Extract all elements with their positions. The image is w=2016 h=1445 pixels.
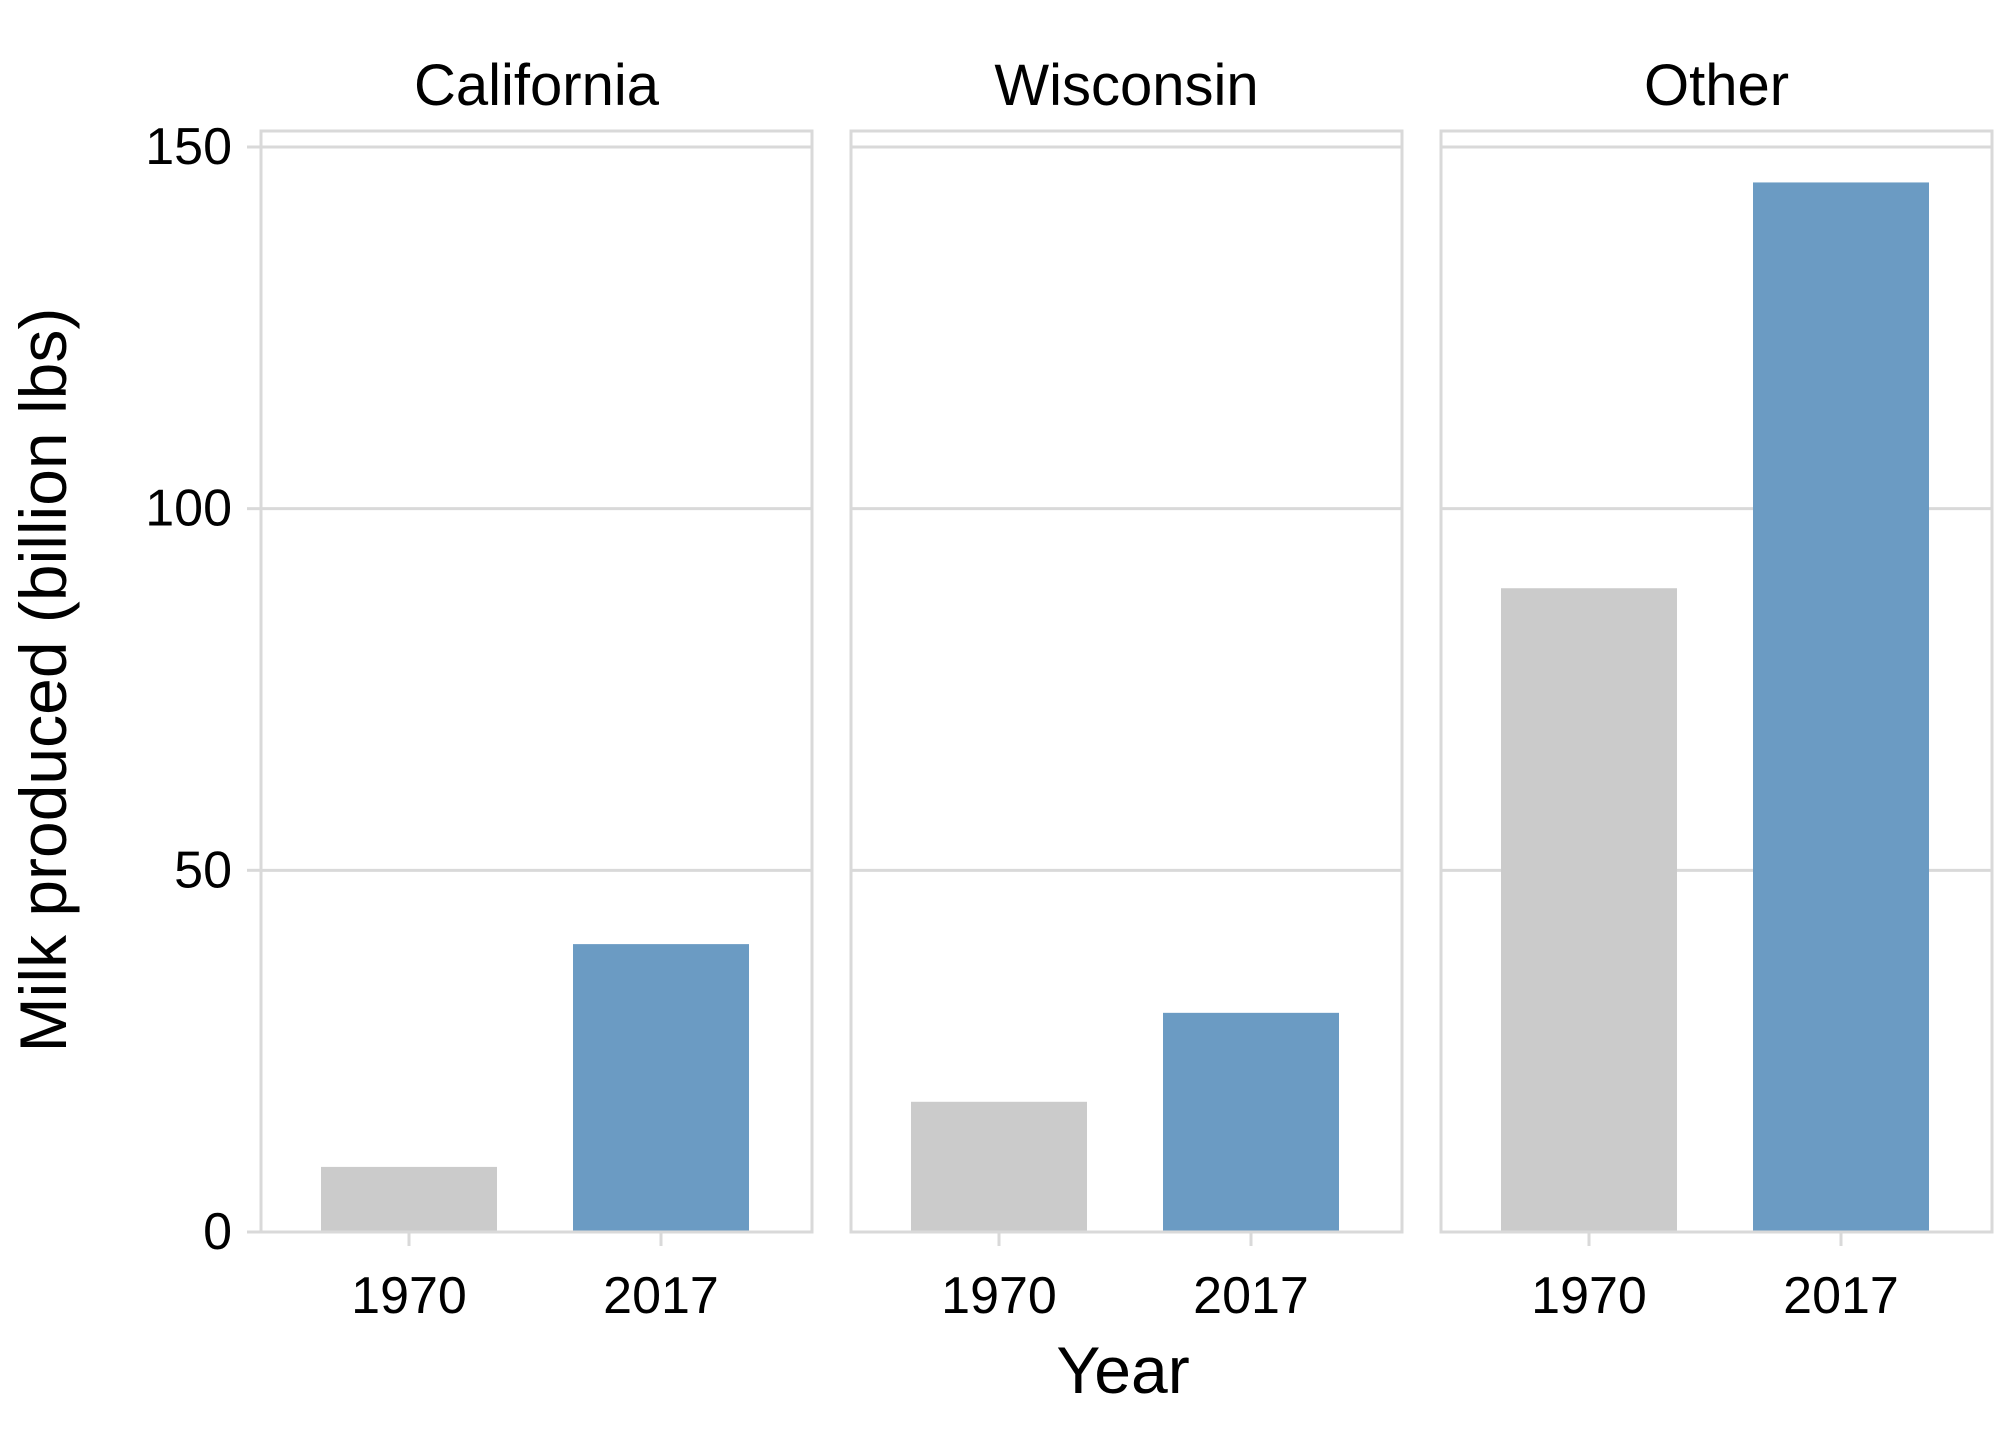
x-tick-label-other-1970: 1970 bbox=[1531, 1267, 1647, 1325]
bar-other-2017 bbox=[1753, 182, 1929, 1232]
bar-wisconsin-1970 bbox=[911, 1101, 1087, 1232]
x-tick-label-california-1970: 1970 bbox=[351, 1267, 467, 1325]
x-axis-title: Year bbox=[1056, 1333, 1189, 1407]
bar-wisconsin-2017 bbox=[1163, 1012, 1339, 1232]
gridlines-layer bbox=[261, 145, 1992, 872]
panel-frame-wisconsin bbox=[849, 129, 1404, 1234]
facet-label-california: California bbox=[414, 53, 660, 118]
bar-california-1970 bbox=[321, 1166, 497, 1232]
y-tick-label-150: 150 bbox=[145, 118, 232, 176]
y-axis-title: Milk produced (billion lbs) bbox=[6, 308, 80, 1053]
bar-other-1970 bbox=[1501, 588, 1677, 1232]
y-tick-label-50: 50 bbox=[174, 841, 232, 899]
y-tick-label-100: 100 bbox=[145, 480, 232, 538]
facet-label-wisconsin: Wisconsin bbox=[994, 53, 1258, 118]
labels-layer: 1970 2017 California 1970 2017 Wisconsin 1970 2… bbox=[145, 53, 1899, 1325]
x-tick-label-wisconsin-1970: 1970 bbox=[941, 1267, 1057, 1325]
x-tick-label-wisconsin-2017: 2017 bbox=[1193, 1267, 1309, 1325]
panel-frame-other bbox=[1439, 129, 1994, 1234]
bars-layer bbox=[321, 182, 1929, 1232]
bar-california-2017 bbox=[573, 944, 749, 1232]
facet-label-other: Other bbox=[1644, 53, 1789, 118]
x-tick-label-other-2017: 2017 bbox=[1783, 1267, 1899, 1325]
panel-frame-california bbox=[259, 129, 814, 1234]
x-tick-label-california-2017: 2017 bbox=[603, 1267, 719, 1325]
y-tick-label-0: 0 bbox=[203, 1203, 232, 1261]
panel-frames-layer bbox=[247, 129, 1994, 1246]
